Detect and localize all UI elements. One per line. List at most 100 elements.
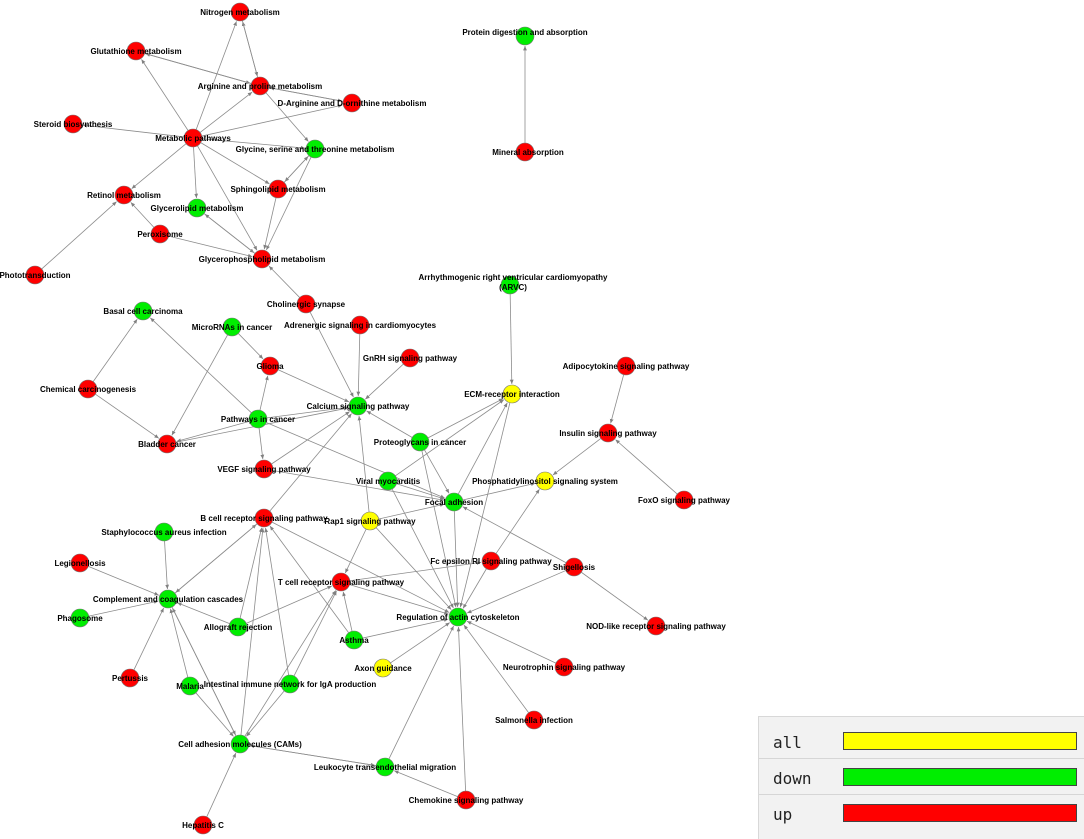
node-asthma[interactable]: Asthma bbox=[339, 630, 369, 650]
node-circle[interactable] bbox=[252, 249, 272, 269]
node-circle[interactable] bbox=[187, 198, 207, 218]
node-circle[interactable] bbox=[400, 348, 420, 368]
node-circle[interactable] bbox=[444, 492, 464, 512]
node-basal_cell[interactable]: Basal cell carcinoma bbox=[103, 301, 183, 321]
node-circle[interactable] bbox=[248, 409, 268, 429]
node-hepatitis_c[interactable]: Hepatitis C bbox=[182, 815, 224, 835]
node-circle[interactable] bbox=[114, 185, 134, 205]
node-gnrh[interactable]: GnRH signaling pathway bbox=[363, 348, 458, 368]
node-axon[interactable]: Axon guidance bbox=[354, 658, 412, 678]
node-b_cell[interactable]: B cell receptor signaling pathway bbox=[200, 508, 328, 528]
node-circle[interactable] bbox=[150, 224, 170, 244]
node-circle[interactable] bbox=[410, 432, 430, 452]
node-circle[interactable] bbox=[193, 815, 213, 835]
node-circle[interactable] bbox=[126, 41, 146, 61]
node-circle[interactable] bbox=[260, 356, 280, 376]
node-circle[interactable] bbox=[120, 668, 140, 688]
node-staph[interactable]: Staphylococcus aureus infection bbox=[101, 522, 227, 542]
node-peroxisome[interactable]: Peroxisome bbox=[137, 224, 183, 244]
node-fc_epsilon[interactable]: Fc epsilon RI signaling pathway bbox=[430, 551, 552, 571]
node-adrenergic[interactable]: Adrenergic signaling in cardiomyocytes bbox=[284, 315, 437, 335]
node-phosphatidylinositol[interactable]: Phosphatidylinositol signaling system bbox=[472, 471, 618, 491]
node-metabolic[interactable]: Metabolic pathways bbox=[155, 128, 231, 148]
node-glutathione[interactable]: Glutathione metabolism bbox=[90, 41, 182, 61]
node-circle[interactable] bbox=[133, 301, 153, 321]
node-circle[interactable] bbox=[222, 317, 242, 337]
node-circle[interactable] bbox=[350, 315, 370, 335]
node-allograft[interactable]: Allograft rejection bbox=[204, 617, 273, 637]
node-circle[interactable] bbox=[500, 275, 520, 295]
node-circle[interactable] bbox=[535, 471, 555, 491]
node-pertussis[interactable]: Pertussis bbox=[112, 668, 149, 688]
node-circle[interactable] bbox=[230, 734, 250, 754]
node-circle[interactable] bbox=[157, 434, 177, 454]
node-circle[interactable] bbox=[373, 658, 393, 678]
node-circle[interactable] bbox=[268, 179, 288, 199]
node-nitrogen[interactable]: Nitrogen metabolism bbox=[200, 2, 280, 22]
node-circle[interactable] bbox=[502, 384, 522, 404]
node-chemokine[interactable]: Chemokine signaling pathway bbox=[409, 790, 524, 810]
node-proteoglycans[interactable]: Proteoglycans in cancer bbox=[374, 432, 466, 452]
node-circle[interactable] bbox=[448, 607, 468, 627]
node-focal[interactable]: Focal adhesion bbox=[425, 492, 483, 512]
node-rap1[interactable]: Rap1 signaling pathway bbox=[324, 511, 416, 531]
node-glioma[interactable]: Glioma bbox=[256, 356, 284, 376]
node-circle[interactable] bbox=[344, 630, 364, 650]
node-intestinal[interactable]: Intestinal immune network for IgA produc… bbox=[204, 674, 377, 694]
node-circle[interactable] bbox=[360, 511, 380, 531]
node-circle[interactable] bbox=[158, 589, 178, 609]
node-circle[interactable] bbox=[25, 265, 45, 285]
node-circle[interactable] bbox=[230, 2, 250, 22]
node-vegf[interactable]: VEGF signaling pathway bbox=[217, 459, 311, 479]
node-circle[interactable] bbox=[524, 710, 544, 730]
node-shigellosis[interactable]: Shigellosis bbox=[553, 557, 596, 577]
node-circle[interactable] bbox=[598, 423, 618, 443]
node-circle[interactable] bbox=[250, 76, 270, 96]
node-micrornas[interactable]: MicroRNAs in cancer bbox=[192, 317, 272, 337]
node-d_arginine[interactable]: D-Arginine and D-ornithine metabolism bbox=[278, 93, 427, 113]
node-circle[interactable] bbox=[70, 553, 90, 573]
node-phagosome[interactable]: Phagosome bbox=[57, 608, 103, 628]
node-circle[interactable] bbox=[646, 616, 666, 636]
node-circle[interactable] bbox=[78, 379, 98, 399]
node-chemical_carc[interactable]: Chemical carcinogenesis bbox=[40, 379, 137, 399]
node-circle[interactable] bbox=[183, 128, 203, 148]
node-glycine[interactable]: Glycine, serine and threonine metabolism bbox=[236, 139, 395, 159]
node-circle[interactable] bbox=[296, 294, 316, 314]
node-circle[interactable] bbox=[254, 459, 274, 479]
node-circle[interactable] bbox=[674, 490, 694, 510]
node-cams[interactable]: Cell adhesion molecules (CAMs) bbox=[178, 734, 302, 754]
node-circle[interactable] bbox=[481, 551, 501, 571]
node-circle[interactable] bbox=[254, 508, 274, 528]
node-neurotrophin[interactable]: Neurotrophin signaling pathway bbox=[503, 657, 626, 677]
node-legionellosis[interactable]: Legionellosis bbox=[54, 553, 106, 573]
node-circle[interactable] bbox=[280, 674, 300, 694]
node-cholinergic[interactable]: Cholinergic synapse bbox=[267, 294, 346, 314]
node-circle[interactable] bbox=[342, 93, 362, 113]
node-bladder[interactable]: Bladder cancer bbox=[138, 434, 196, 454]
node-retinol[interactable]: Retinol metabolism bbox=[87, 185, 161, 205]
node-circle[interactable] bbox=[456, 790, 476, 810]
node-t_cell[interactable]: T cell receptor signaling pathway bbox=[278, 572, 405, 592]
node-leukocyte[interactable]: Leukocyte transendothelial migration bbox=[314, 757, 456, 777]
node-steroid[interactable]: Steroid biosynthesis bbox=[34, 114, 113, 134]
node-circle[interactable] bbox=[564, 557, 584, 577]
node-circle[interactable] bbox=[375, 757, 395, 777]
node-salmonella[interactable]: Salmonella infection bbox=[495, 710, 573, 730]
node-circle[interactable] bbox=[70, 608, 90, 628]
node-arvc[interactable]: Arrhythmogenic right ventricular cardiom… bbox=[419, 273, 608, 295]
node-glycerophospholipid[interactable]: Glycerophospholipid metabolism bbox=[199, 249, 326, 269]
node-adipocytokine[interactable]: Adipocytokine signaling pathway bbox=[563, 356, 690, 376]
node-viral_myo[interactable]: Viral myocarditis bbox=[356, 471, 421, 491]
node-circle[interactable] bbox=[378, 471, 398, 491]
node-arginine_proline[interactable]: Arginine and proline metabolism bbox=[198, 76, 322, 96]
node-nod_like[interactable]: NOD-like receptor signaling pathway bbox=[586, 616, 726, 636]
node-regulation_actin[interactable]: Regulation of actin cytoskeleton bbox=[396, 607, 520, 627]
node-circle[interactable] bbox=[331, 572, 351, 592]
node-foxo[interactable]: FoxO signaling pathway bbox=[638, 490, 731, 510]
node-phototransduction[interactable]: Phototransduction bbox=[0, 265, 71, 285]
node-glycerolipid[interactable]: Glycerolipid metabolism bbox=[151, 198, 244, 218]
node-sphingolipid[interactable]: Sphingolipid metabolism bbox=[230, 179, 326, 199]
node-pathways_cancer[interactable]: Pathways in cancer bbox=[221, 409, 295, 429]
node-circle[interactable] bbox=[515, 142, 535, 162]
